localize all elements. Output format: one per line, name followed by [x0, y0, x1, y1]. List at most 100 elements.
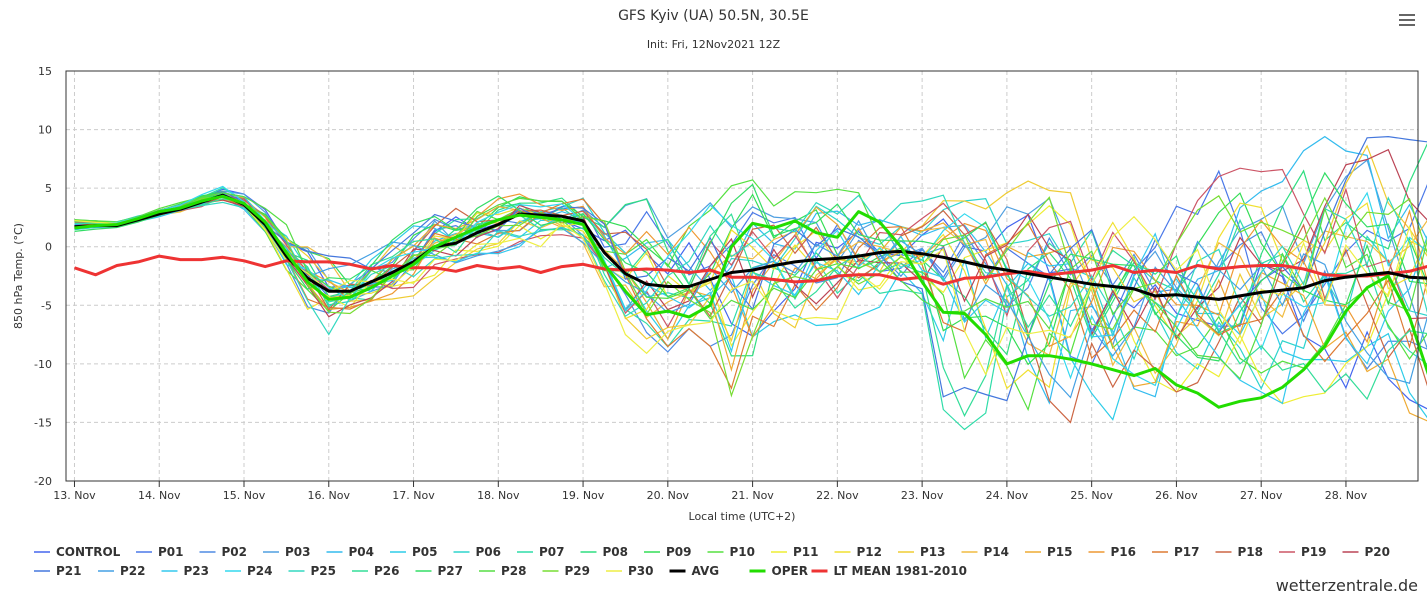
legend-label: P19	[1301, 545, 1327, 559]
legend-label: P03	[285, 545, 311, 559]
legend-label: P04	[349, 545, 375, 559]
series-line-lt-mean-1981-2010	[74, 254, 1427, 286]
series-line-p19	[74, 167, 1427, 329]
legend-label: P11	[793, 545, 819, 559]
x-tick-label: 16. Nov	[308, 489, 351, 502]
x-tick-label: 28. Nov	[1325, 489, 1368, 502]
legend-label: CONTROL	[56, 545, 121, 559]
legend-label: P13	[920, 545, 946, 559]
x-tick-label: 21. Nov	[731, 489, 774, 502]
legend-label: P27	[438, 564, 464, 578]
legend-item-p29[interactable]: P29	[542, 564, 591, 578]
legend-item-p01[interactable]: P01	[136, 545, 184, 559]
legend-label: P22	[120, 564, 146, 578]
legend-item-p14[interactable]: P14	[961, 545, 1010, 559]
y-axis-ticks: -20 -15 -10 -5 0 5 10 15	[34, 65, 52, 488]
legend-item-p16[interactable]: P16	[1088, 545, 1137, 559]
legend-item-p07[interactable]: P07	[517, 545, 565, 559]
legend-item-p18[interactable]: P18	[1215, 545, 1264, 559]
x-tick-label: 25. Nov	[1070, 489, 1113, 502]
chart-title: GFS Kyiv (UA) 50.5N, 30.5E	[618, 8, 809, 24]
legend-item-p08[interactable]: P08	[580, 545, 629, 559]
x-axis-title: Local time (UTC+2)	[689, 510, 796, 523]
y-tick-label: -15	[34, 416, 52, 429]
legend-item-p11[interactable]: P11	[771, 545, 819, 559]
x-tick-label: 22. Nov	[816, 489, 859, 502]
series-line-oper	[74, 194, 1427, 409]
legend-label: P25	[311, 564, 337, 578]
x-tick-label: 19. Nov	[562, 489, 605, 502]
series-line-p24	[74, 185, 1427, 387]
series-line-p28	[74, 192, 1427, 380]
legend-item-p24[interactable]: P24	[225, 564, 273, 578]
legend-label: P24	[247, 564, 273, 578]
legend-item-p25[interactable]: P25	[288, 564, 337, 578]
legend-item-lt-mean-1981-2010[interactable]: LT MEAN 1981-2010	[811, 564, 967, 578]
legend-label: P01	[158, 545, 184, 559]
legend-item-p22[interactable]: P22	[98, 564, 146, 578]
y-tick-label: 15	[38, 65, 52, 78]
legend-item-p23[interactable]: P23	[161, 564, 210, 578]
legend-item-p10[interactable]: P10	[707, 545, 756, 559]
legend-item-p06[interactable]: P06	[453, 545, 502, 559]
legend-label: P14	[984, 545, 1010, 559]
legend-label: P09	[666, 545, 692, 559]
legend-label: P30	[628, 564, 654, 578]
y-tick-label: 5	[45, 182, 52, 195]
legend-label: P10	[730, 545, 756, 559]
y-tick-label: -5	[41, 299, 52, 312]
legend-item-p20[interactable]: P20	[1342, 545, 1391, 559]
legend-label: P07	[539, 545, 565, 559]
series-line-p14	[74, 198, 1427, 375]
series-line-p10	[74, 179, 1427, 412]
x-tick-label: 27. Nov	[1240, 489, 1283, 502]
legend-label: P08	[603, 545, 629, 559]
legend-item-p02[interactable]: P02	[199, 545, 248, 559]
legend-label: P23	[184, 564, 210, 578]
legend-item-p03[interactable]: P03	[263, 545, 311, 559]
hamburger-menu-icon[interactable]	[1399, 14, 1415, 28]
x-tick-label: 14. Nov	[138, 489, 181, 502]
legend-item-p15[interactable]: P15	[1025, 545, 1073, 559]
x-tick-label: 18. Nov	[477, 489, 520, 502]
legend-item-p17[interactable]: P17	[1152, 545, 1200, 559]
legend-item-p30[interactable]: P30	[606, 564, 654, 578]
legend-item-control[interactable]: CONTROL	[34, 545, 121, 559]
series-line-p17	[74, 196, 1427, 390]
legend-item-p09[interactable]: P09	[644, 545, 692, 559]
series-line-avg	[74, 193, 1427, 301]
legend-item-p05[interactable]: P05	[390, 545, 438, 559]
chart-subtitle: Init: Fri, 12Nov2021 12Z	[646, 38, 781, 51]
series-group	[74, 135, 1427, 431]
legend-label: P12	[857, 545, 883, 559]
legend-item-p28[interactable]: P28	[479, 564, 527, 578]
legend-label: AVG	[692, 564, 720, 578]
legend-label: P02	[222, 545, 248, 559]
legend-item-oper[interactable]: OPER	[749, 564, 808, 578]
x-axis-ticks: 13. Nov 14. Nov 15. Nov 16. Nov 17. Nov 18. N…	[53, 481, 1368, 502]
legend-label: P28	[501, 564, 527, 578]
x-tick-label: 17. Nov	[392, 489, 435, 502]
legend-item-p13[interactable]: P13	[898, 545, 946, 559]
legend-item-p12[interactable]: P12	[834, 545, 883, 559]
plot-border	[65, 70, 1419, 482]
legend-item-p04[interactable]: P04	[326, 545, 375, 559]
y-tick-label: 10	[38, 124, 52, 137]
legend-label: P17	[1174, 545, 1200, 559]
legend-item-p27[interactable]: P27	[415, 564, 464, 578]
legend-label: OPER	[772, 564, 808, 578]
x-tick-label: 23. Nov	[901, 489, 944, 502]
x-tick-label: 20. Nov	[647, 489, 690, 502]
y-axis-title: 850 hPa Temp. (°C)	[12, 223, 25, 329]
x-tick-label: 13. Nov	[53, 489, 96, 502]
legend-label: P06	[476, 545, 502, 559]
legend-label: P18	[1238, 545, 1264, 559]
legend-item-avg[interactable]: AVG	[669, 564, 720, 578]
y-tick-label: -10	[34, 358, 52, 371]
legend-item-p26[interactable]: P26	[352, 564, 400, 578]
legend-item-p19[interactable]: P19	[1279, 545, 1327, 559]
legend-label: LT MEAN 1981-2010	[834, 564, 967, 578]
x-tick-label: 24. Nov	[986, 489, 1029, 502]
legend-item-p21[interactable]: P21	[34, 564, 82, 578]
y-tick-label: -20	[34, 475, 52, 488]
